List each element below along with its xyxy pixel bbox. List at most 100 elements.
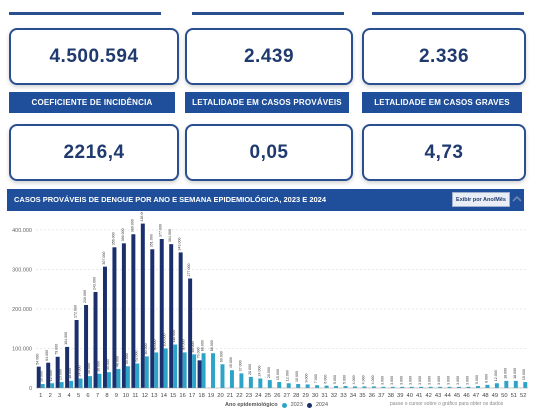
exibir-ano-mes-button[interactable]: Exibir por Ano/Mês [452, 192, 510, 207]
data-label-2024: 389.000 [130, 219, 134, 232]
x-tick-label: 38 [388, 393, 394, 399]
bar-2023 [201, 353, 206, 388]
x-tick-label: 42 [425, 393, 431, 399]
bar-2023 [211, 353, 216, 388]
x-tick-label: 7 [96, 393, 99, 399]
data-label-2024: 79.000 [55, 344, 59, 355]
data-label-2023: 24.000 [257, 366, 261, 377]
data-label-2023: 55.000 [125, 353, 129, 364]
data-label-2023: 5.000 [342, 375, 346, 384]
data-label-2023: 4.000 [352, 375, 356, 384]
bar-2023 [239, 373, 244, 388]
legend-title: Ano epidemiológico [225, 402, 278, 408]
collapse-arrow-icon[interactable] [512, 194, 522, 204]
data-label-2024: 172.000 [74, 305, 78, 318]
x-tick-label: 22 [236, 393, 242, 399]
x-tick-label: 49 [492, 393, 498, 399]
x-tick-label: 5 [77, 393, 80, 399]
data-label-2024: 210.000 [83, 290, 87, 303]
bar-2023 [173, 344, 178, 388]
bar-2023 [485, 384, 490, 388]
data-label-2024: 366.000 [121, 228, 125, 241]
bar-2024 [112, 247, 117, 388]
chart-legend: Ano epidemiológico 2023 2024 [225, 402, 328, 408]
data-label-2023: 10.000 [295, 371, 299, 382]
data-label-2023: 37.000 [238, 360, 242, 371]
kpi-letalidade-provaveis: 0,05 [185, 124, 353, 181]
top-divider-1 [9, 12, 161, 15]
data-label-2023: 30.000 [87, 363, 91, 374]
bar-2024 [131, 234, 136, 388]
data-label-2023: 5.000 [475, 375, 479, 384]
data-label-2023: 60.000 [219, 351, 223, 362]
bar-2024 [102, 266, 107, 388]
x-tick-label: 24 [255, 393, 262, 399]
x-tick-label: 36 [369, 393, 375, 399]
bar-2023 [343, 386, 348, 388]
bar-2024 [74, 320, 79, 388]
x-tick-label: 12 [142, 393, 148, 399]
data-label-2023: 12.000 [286, 370, 290, 381]
x-tick-label: 10 [123, 393, 129, 399]
x-tick-label: 47 [473, 393, 479, 399]
x-tick-label: 15 [170, 393, 176, 399]
data-label-2023: 3.000 [465, 376, 469, 385]
legend-2023-label: 2023 [290, 402, 303, 408]
top-divider-3 [372, 12, 524, 15]
data-label-2023: 20.000 [267, 367, 271, 378]
x-tick-label: 25 [265, 393, 271, 399]
bar-2023 [504, 380, 509, 388]
data-label-2023: 85.000 [191, 341, 195, 352]
data-label-2023: 4.000 [361, 375, 365, 384]
legend-2023-dot [281, 402, 287, 408]
kpi-casos-graves: 2.336 [362, 28, 526, 85]
x-tick-label: 41 [416, 393, 422, 399]
bar-2023 [144, 356, 149, 388]
x-tick-label: 4 [67, 393, 71, 399]
data-label-2023: 10.000 [40, 371, 44, 382]
data-label-2024: 70.000 [197, 347, 201, 358]
kpi-casos-provaveis: 4.500.594 [9, 28, 179, 85]
x-tick-label: 48 [482, 393, 488, 399]
bar-chart[interactable]: 0100.000200.000300.000400.00054.00010.00… [0, 212, 537, 400]
data-label-2023: 3.000 [456, 376, 460, 385]
x-tick-label: 3 [58, 393, 61, 399]
header-label: LETALIDADE EM CASOS PROVÁVEIS [192, 98, 342, 107]
data-label-2023: 62.000 [134, 350, 138, 361]
bar-2023 [78, 378, 83, 388]
bar-2024 [46, 362, 51, 388]
data-label-2023: 3.000 [447, 376, 451, 385]
chart-header: CASOS PROVÁVEIS DE DENGUE POR ANO E SEMA… [7, 189, 524, 211]
bar-2023 [192, 354, 197, 388]
data-label-2024: 377.000 [159, 224, 163, 237]
header-coeficiente: COEFICIENTE DE INCIDÊNCIA [9, 92, 175, 113]
data-label-2023: 3.000 [399, 376, 403, 385]
data-label-2023: 48.000 [115, 356, 119, 367]
data-label-2024: 307.000 [102, 252, 106, 265]
data-label-2024: 277.000 [187, 264, 191, 277]
x-tick-label: 9 [115, 393, 118, 399]
bar-2023 [400, 386, 405, 388]
bar-2023 [324, 385, 329, 388]
data-label-2023: 40.000 [106, 359, 110, 370]
bar-2023 [371, 386, 376, 388]
x-tick-label: 2 [49, 393, 52, 399]
bar-2024 [178, 252, 183, 388]
data-label-2023: 80.000 [144, 343, 148, 354]
bar-2023 [286, 383, 291, 388]
x-tick-label: 28 [293, 393, 299, 399]
data-label-2023: 110.000 [172, 330, 176, 343]
data-label-2023: 3.000 [428, 376, 432, 385]
x-tick-label: 50 [501, 393, 507, 399]
x-tick-label: 34 [350, 393, 357, 399]
bar-2024 [169, 244, 174, 388]
x-tick-label: 21 [227, 393, 233, 399]
bar-2023 [163, 348, 168, 388]
top-divider-2 [192, 12, 344, 15]
bar-2023 [315, 385, 320, 388]
data-label-2023: 90.000 [153, 339, 157, 350]
x-tick-label: 51 [511, 393, 517, 399]
bar-2023 [125, 366, 130, 388]
data-label-2023: 5.000 [333, 375, 337, 384]
x-tick-label: 43 [435, 393, 441, 399]
